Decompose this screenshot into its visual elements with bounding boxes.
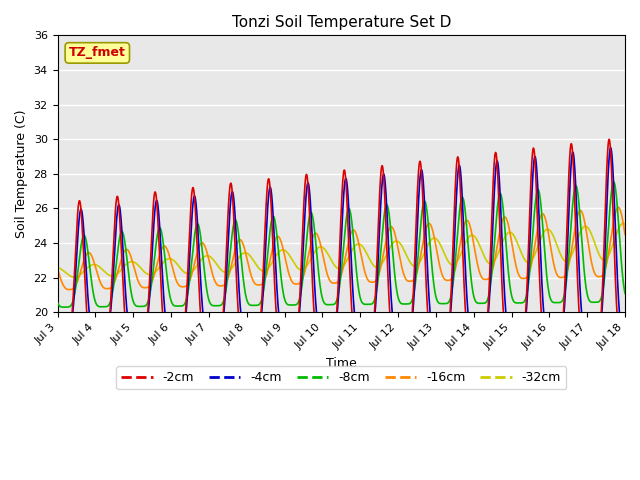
-8cm	[610, 179, 618, 185]
-8cm	[621, 290, 629, 296]
-32cm	[621, 221, 628, 227]
Y-axis label: Soil Temperature (C): Soil Temperature (C)	[15, 109, 28, 238]
Line: -16cm: -16cm	[58, 207, 625, 289]
-2cm	[54, 339, 61, 345]
-2cm	[621, 342, 629, 348]
-16cm	[621, 231, 629, 237]
-32cm	[70, 274, 78, 280]
Line: -32cm: -32cm	[58, 223, 625, 277]
-16cm	[65, 287, 73, 292]
Line: -2cm: -2cm	[58, 139, 625, 345]
-8cm	[321, 300, 328, 306]
-4cm	[437, 333, 445, 338]
-8cm	[54, 300, 61, 305]
-8cm	[501, 225, 509, 230]
-16cm	[437, 269, 445, 275]
-2cm	[621, 342, 628, 348]
-32cm	[501, 234, 509, 240]
-4cm	[621, 334, 629, 339]
-4cm	[607, 145, 614, 151]
Line: -4cm: -4cm	[58, 148, 625, 336]
Legend: -2cm, -4cm, -8cm, -16cm, -32cm: -2cm, -4cm, -8cm, -16cm, -32cm	[116, 366, 566, 389]
-8cm	[621, 288, 628, 294]
-16cm	[501, 214, 509, 220]
-4cm	[501, 292, 509, 298]
-2cm	[468, 341, 476, 347]
X-axis label: Time: Time	[326, 357, 356, 370]
-16cm	[54, 266, 61, 272]
-8cm	[468, 287, 476, 293]
-4cm	[54, 330, 61, 336]
-32cm	[156, 264, 163, 270]
-16cm	[468, 235, 476, 240]
-16cm	[321, 259, 328, 265]
-4cm	[621, 333, 628, 339]
Line: -8cm: -8cm	[58, 182, 625, 307]
-32cm	[437, 243, 445, 249]
-4cm	[468, 332, 476, 338]
-16cm	[156, 252, 163, 258]
-8cm	[60, 304, 67, 310]
-32cm	[621, 221, 629, 227]
-32cm	[620, 220, 627, 226]
Text: TZ_fmet: TZ_fmet	[69, 47, 125, 60]
-4cm	[156, 221, 163, 227]
-32cm	[468, 232, 476, 238]
-16cm	[614, 204, 622, 210]
Title: Tonzi Soil Temperature Set D: Tonzi Soil Temperature Set D	[232, 15, 451, 30]
-2cm	[501, 326, 509, 332]
-2cm	[320, 340, 328, 346]
-32cm	[54, 265, 61, 271]
-2cm	[605, 136, 613, 142]
-2cm	[437, 341, 445, 347]
-8cm	[156, 225, 163, 230]
-16cm	[621, 228, 628, 234]
-8cm	[437, 301, 445, 307]
-2cm	[156, 251, 163, 257]
-32cm	[321, 246, 328, 252]
-4cm	[320, 332, 328, 337]
